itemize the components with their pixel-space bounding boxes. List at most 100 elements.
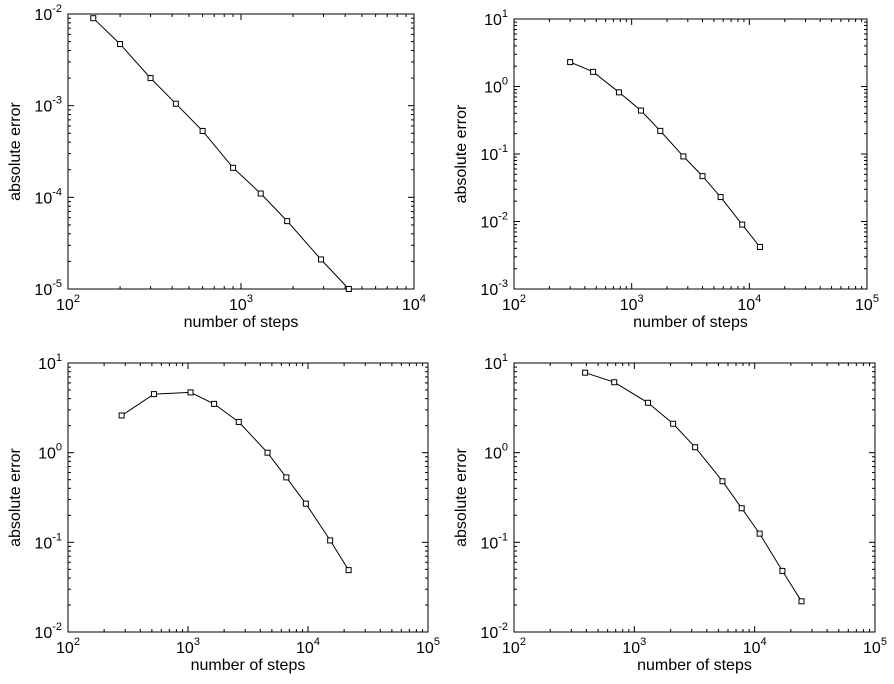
data-point-marker: [756, 243, 763, 250]
x-tick-exponent: 3: [640, 636, 646, 648]
y-axis-label: absolute error: [7, 101, 24, 200]
data-point-marker: [756, 530, 763, 537]
data-point-marker: [345, 567, 352, 574]
x-tick-base: 10: [56, 640, 74, 657]
plot-frame: [513, 18, 868, 290]
y-axis-label: absolute error: [453, 104, 470, 203]
x-tick-label: 104: [737, 293, 761, 314]
data-point-marker: [719, 478, 726, 485]
x-tick-base: 10: [229, 297, 247, 314]
y-tick-label: 100: [484, 442, 508, 463]
x-tick-label: 104: [402, 293, 426, 314]
data-point-marker: [582, 369, 589, 376]
x-tick-label: 103: [176, 636, 200, 657]
x-tick-exponent: 4: [314, 636, 320, 648]
data-point-marker: [284, 218, 291, 225]
y-tick-base: 10: [480, 282, 498, 299]
y-tick-label: 10-2: [480, 621, 508, 642]
data-point-marker: [211, 400, 218, 407]
x-tick-base: 10: [416, 640, 434, 657]
y-tick-exponent: -1: [498, 143, 508, 155]
data-point-marker: [717, 194, 724, 201]
y-tick-base: 10: [484, 446, 502, 463]
y-tick-exponent: 0: [502, 442, 508, 454]
y-tick-label: 10-5: [34, 278, 62, 299]
x-tick-exponent: 2: [74, 636, 80, 648]
x-tick-label: 105: [863, 636, 887, 657]
x-axis-label: number of steps: [637, 657, 752, 674]
data-point-marker: [172, 100, 179, 107]
y-axis-label: absolute error: [7, 447, 24, 546]
y-tick-exponent: 0: [56, 442, 62, 454]
data-point-marker: [611, 379, 618, 386]
y-tick-label: 101: [484, 8, 508, 29]
y-tick-exponent: -3: [52, 95, 62, 107]
x-tick-label: 104: [743, 636, 767, 657]
data-point-marker: [567, 59, 574, 66]
data-point-marker: [90, 15, 97, 22]
y-tick-base: 10: [34, 625, 52, 642]
x-tick-base: 10: [622, 640, 640, 657]
y-tick-label: 100: [38, 442, 62, 463]
x-axis-label: number of steps: [633, 314, 748, 331]
data-point-marker: [738, 505, 745, 512]
y-tick-base: 10: [34, 282, 52, 299]
y-tick-base: 10: [480, 215, 498, 232]
y-tick-base: 10: [484, 12, 502, 29]
y-tick-exponent: -1: [498, 531, 508, 543]
data-point-marker: [779, 567, 786, 574]
y-axis-label: absolute error: [453, 447, 470, 546]
data-point-marker: [699, 173, 706, 180]
x-tick-label: 104: [296, 636, 320, 657]
data-point-marker: [657, 127, 664, 134]
y-tick-label: 101: [484, 352, 508, 373]
y-tick-label: 10-1: [34, 531, 62, 552]
data-point-marker: [230, 164, 237, 171]
x-tick-base: 10: [296, 640, 314, 657]
y-tick-label: 10-4: [34, 186, 62, 207]
x-tick-base: 10: [855, 297, 873, 314]
x-tick-base: 10: [620, 297, 638, 314]
y-tick-base: 10: [38, 356, 56, 373]
data-point-marker: [645, 399, 652, 406]
x-tick-base: 10: [743, 640, 761, 657]
data-point-marker: [199, 127, 206, 134]
x-tick-base: 10: [502, 640, 520, 657]
data-point-marker: [680, 153, 687, 160]
data-point-marker: [692, 444, 699, 451]
y-tick-base: 10: [480, 535, 498, 552]
x-tick-exponent: 3: [194, 636, 200, 648]
x-axis-label: number of steps: [191, 657, 306, 674]
data-point-marker: [117, 41, 124, 48]
y-tick-base: 10: [484, 356, 502, 373]
x-tick-label: 103: [620, 293, 644, 314]
y-tick-exponent: -3: [498, 278, 508, 290]
plot-frame: [513, 362, 876, 633]
x-tick-exponent: 5: [434, 636, 440, 648]
data-point-marker: [118, 412, 125, 419]
x-axis-label: number of steps: [184, 314, 299, 331]
y-tick-label: 10-1: [480, 531, 508, 552]
x-tick-label: 102: [56, 636, 80, 657]
x-tick-exponent: 5: [881, 636, 887, 648]
x-tick-label: 102: [502, 293, 526, 314]
data-point-marker: [235, 418, 242, 425]
data-point-marker: [257, 190, 264, 197]
x-tick-exponent: 4: [755, 293, 761, 305]
data-point-marker: [327, 537, 334, 544]
series-line: [584, 372, 802, 602]
data-point-marker: [345, 286, 352, 292]
data-point-marker: [739, 221, 746, 228]
y-tick-exponent: -1: [52, 531, 62, 543]
x-tick-label: 105: [416, 636, 440, 657]
y-tick-label: 10-2: [34, 3, 62, 24]
y-tick-label: 101: [38, 352, 62, 373]
data-point-marker: [317, 256, 324, 263]
y-tick-base: 10: [34, 7, 52, 24]
y-tick-label: 10-3: [34, 95, 62, 116]
plot-frame: [67, 362, 429, 633]
data-point-marker: [264, 449, 271, 456]
y-tick-label: 10-2: [34, 621, 62, 642]
